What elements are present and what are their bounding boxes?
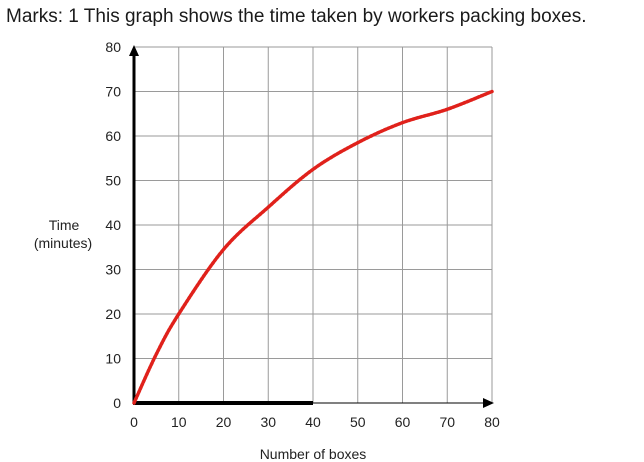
x-axis-ticks: 0 10 20 30 40 50 60 70 80: [130, 414, 500, 430]
x-tick-label: 20: [216, 414, 232, 430]
series-line: [132, 89, 494, 405]
y-tick-label: 40: [105, 217, 121, 233]
y-tick-label: 10: [105, 351, 121, 367]
y-tick-label: 70: [105, 84, 121, 100]
y-tick-label: 30: [105, 262, 121, 278]
x-tick-label: 60: [395, 414, 411, 430]
y-axis-arrow: [129, 45, 139, 56]
y-axis-label-line-2: (minutes): [34, 235, 92, 251]
question-text: Marks: 1 This graph shows the time taken…: [6, 5, 640, 29]
x-tick-label: 50: [350, 414, 366, 430]
question-body: This graph shows the time taken by worke…: [83, 6, 587, 27]
question-marks: Marks: 1: [6, 6, 79, 27]
x-tick-label: 10: [171, 414, 187, 430]
x-axis-arrow: [483, 398, 494, 408]
chart-series: [132, 89, 494, 405]
y-tick-label: 50: [105, 173, 121, 189]
y-tick-label: 60: [105, 128, 121, 144]
x-tick-label: 30: [260, 414, 276, 430]
chart-axes: [129, 45, 494, 408]
y-tick-label: 20: [105, 306, 121, 322]
y-tick-label: 80: [105, 39, 121, 55]
x-tick-label: 0: [130, 414, 138, 430]
x-tick-label: 40: [305, 414, 321, 430]
x-tick-label: 70: [439, 414, 455, 430]
chart-grid: [134, 46, 493, 403]
x-axis-label: Number of boxes: [260, 446, 367, 462]
y-tick-label: 0: [113, 395, 121, 411]
y-axis-label-line-1: Time: [49, 217, 80, 233]
x-tick-label: 80: [484, 414, 500, 430]
y-axis-ticks: 0 10 20 30 40 50 60 70 80: [105, 39, 121, 411]
